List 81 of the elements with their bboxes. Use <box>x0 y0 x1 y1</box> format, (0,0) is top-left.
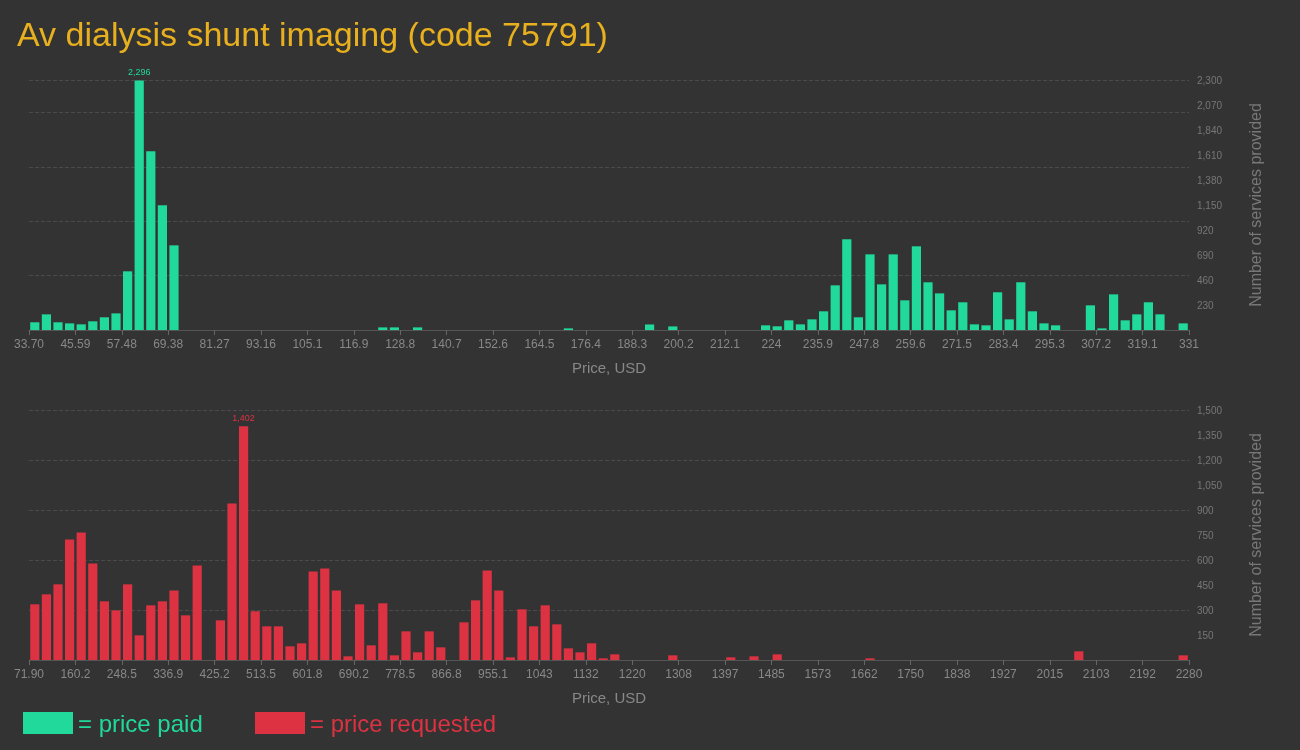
x-tick-label: 1308 <box>665 667 693 681</box>
x-tick-label: 116.9 <box>339 337 369 351</box>
x-tick-label: 336.9 <box>153 667 184 681</box>
x-tick-label: 1485 <box>758 667 786 681</box>
x-tick-label: 601.8 <box>292 667 323 681</box>
y-tick-label: 1,350 <box>1197 429 1223 441</box>
x-tick-label: 778.5 <box>385 667 416 681</box>
y-tick-label: 1,610 <box>1197 149 1223 161</box>
x-tick-label: 128.8 <box>385 337 416 351</box>
x-tick-label: 1043 <box>526 667 554 681</box>
y-tick-label: 750 <box>1197 529 1215 541</box>
x-tick-label: 331 <box>1178 337 1200 351</box>
x-tick-label: 955.1 <box>477 667 509 681</box>
x-tick-label: 140.7 <box>431 337 462 351</box>
x-tick-label: 307.2 <box>1081 337 1112 351</box>
x-tick-label: 224 <box>761 337 782 351</box>
x-tick-label: 235.9 <box>802 337 834 351</box>
y-axis-title: Number of services provided <box>1246 433 1264 637</box>
x-tick-label: 1750 <box>897 667 925 681</box>
x-tick-label: 188.3 <box>617 337 648 351</box>
x-tick-label: 295.3 <box>1034 337 1066 351</box>
y-tick-label: 460 <box>1197 274 1215 286</box>
x-tick-label: 248.5 <box>106 667 138 681</box>
x-tick-label: 69.38 <box>153 337 184 351</box>
x-tick-label: 1927 <box>990 667 1018 681</box>
y-tick-label: 1,050 <box>1197 479 1223 491</box>
x-tick-label: 2192 <box>1129 667 1157 681</box>
y-tick-label: 1,380 <box>1197 174 1223 186</box>
x-tick-label: 164.5 <box>524 337 555 351</box>
y-tick-label: 2,070 <box>1197 99 1223 111</box>
x-tick-label: 1132 <box>572 667 600 681</box>
x-tick-label: 93.16 <box>245 337 277 351</box>
x-tick-label: 152.6 <box>477 337 509 351</box>
legend-label: = price requested <box>310 709 497 737</box>
x-tick-label: 1573 <box>804 667 832 681</box>
y-tick-label: 900 <box>1197 504 1215 516</box>
x-tick-label: 45.59 <box>60 337 91 351</box>
x-tick-label: 71.90 <box>13 667 45 681</box>
x-tick-label: 200.2 <box>663 337 694 351</box>
x-tick-label: 2103 <box>1082 667 1110 681</box>
x-tick-label: 283.4 <box>988 337 1019 351</box>
chart-title: Av dialysis shunt imaging (code 75791) <box>17 15 608 53</box>
x-tick-label: 425.2 <box>199 667 230 681</box>
x-tick-label: 271.5 <box>941 337 973 351</box>
x-tick-label: 2280 <box>1175 667 1203 681</box>
y-tick-label: 2,300 <box>1197 74 1223 86</box>
x-tick-label: 259.6 <box>895 337 926 351</box>
x-tick-label: 1220 <box>618 667 646 681</box>
y-tick-label: 1,500 <box>1197 404 1223 416</box>
y-tick-label: 920 <box>1197 224 1215 236</box>
legend-label: = price paid <box>78 709 203 737</box>
x-tick-label: 81.27 <box>199 337 230 351</box>
x-tick-label: 247.8 <box>849 337 880 351</box>
x-tick-label: 212.1 <box>709 337 741 351</box>
x-tick-label: 866.8 <box>431 667 462 681</box>
y-axis-title: Number of services provided <box>1246 103 1264 307</box>
y-tick-label: 1,840 <box>1197 124 1223 136</box>
x-tick-label: 1397 <box>711 667 739 681</box>
y-tick-label: 150 <box>1197 629 1215 641</box>
y-tick-label: 230 <box>1197 299 1215 311</box>
x-axis-title: Price, USD <box>571 689 647 706</box>
y-tick-label: 450 <box>1197 579 1215 591</box>
x-tick-label: 690.2 <box>338 667 370 681</box>
data-label: 2,296 <box>127 66 151 77</box>
x-tick-label: 176.4 <box>570 337 602 351</box>
x-tick-label: 160.2 <box>60 667 91 681</box>
x-tick-label: 105.1 <box>292 337 323 351</box>
x-tick-label: 33.70 <box>13 337 45 351</box>
x-tick-label: 1662 <box>850 667 878 681</box>
x-tick-label: 513.5 <box>245 667 277 681</box>
data-label: 1,402 <box>232 412 255 423</box>
y-tick-label: 1,200 <box>1197 454 1223 466</box>
x-tick-label: 57.48 <box>106 337 138 351</box>
y-tick-label: 1,150 <box>1197 199 1223 211</box>
x-axis-title: Price, USD <box>571 359 647 376</box>
y-tick-label: 300 <box>1197 604 1215 616</box>
y-tick-label: 690 <box>1197 249 1215 261</box>
x-tick-label: 2015 <box>1036 667 1064 681</box>
y-tick-label: 600 <box>1197 554 1215 566</box>
x-tick-label: 319.1 <box>1127 337 1158 351</box>
x-tick-label: 1838 <box>943 667 971 681</box>
